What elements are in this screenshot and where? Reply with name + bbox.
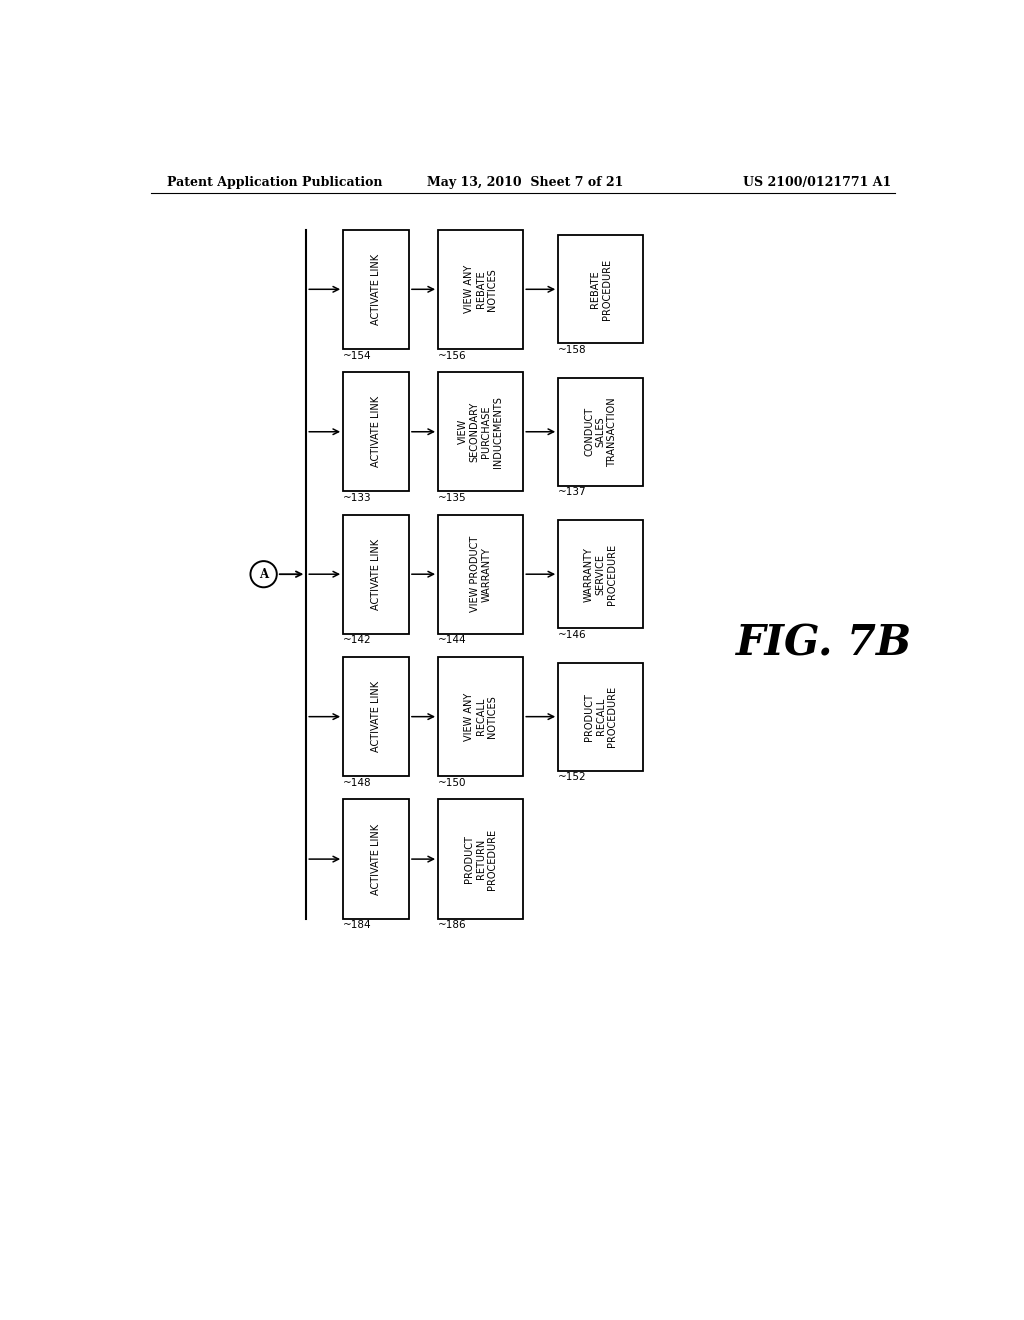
Text: VIEW
SECONDARY
PURCHASE
INDUCEMENTS: VIEW SECONDARY PURCHASE INDUCEMENTS [458,396,503,467]
Text: Patent Application Publication: Patent Application Publication [167,176,382,189]
Text: ACTIVATE LINK: ACTIVATE LINK [371,539,381,610]
Text: ~148: ~148 [343,777,372,788]
Bar [343,230,409,348]
Text: WARRANTY
SERVICE
PROCEDURE: WARRANTY SERVICE PROCEDURE [584,544,617,605]
Text: ACTIVATE LINK: ACTIVATE LINK [371,253,381,325]
Bar [438,515,523,634]
Text: PRODUCT
RETURN
PROCEDURE: PRODUCT RETURN PROCEDURE [464,829,498,890]
Text: ~137: ~137 [558,487,587,498]
Bar [343,657,409,776]
Text: ~142: ~142 [343,635,372,645]
Text: ~158: ~158 [558,345,587,355]
Bar [438,800,523,919]
Text: ~184: ~184 [343,920,372,931]
Text: ~135: ~135 [438,492,467,503]
Bar [438,372,523,491]
Bar [558,378,643,486]
Text: PRODUCT
RECALL
PROCEDURE: PRODUCT RECALL PROCEDURE [584,686,617,747]
Text: US 2100/0121771 A1: US 2100/0121771 A1 [743,176,891,189]
Text: VIEW PRODUCT
WARRANTY: VIEW PRODUCT WARRANTY [470,536,492,612]
Bar [558,520,643,628]
Bar [438,657,523,776]
Text: May 13, 2010  Sheet 7 of 21: May 13, 2010 Sheet 7 of 21 [427,176,623,189]
Text: ~154: ~154 [343,351,372,360]
Bar [343,372,409,491]
Text: ACTIVATE LINK: ACTIVATE LINK [371,824,381,895]
Text: REBATE
PROCEDURE: REBATE PROCEDURE [590,259,611,319]
Bar [558,235,643,343]
Text: ~146: ~146 [558,630,587,640]
Text: ~150: ~150 [438,777,467,788]
Text: ACTIVATE LINK: ACTIVATE LINK [371,396,381,467]
Text: VIEW ANY
RECALL
NOTICES: VIEW ANY RECALL NOTICES [464,693,498,741]
Text: CONDUCT
SALES
TRANSACTION: CONDUCT SALES TRANSACTION [584,397,617,466]
Text: ~156: ~156 [438,351,467,360]
Text: FIG. 7B: FIG. 7B [736,623,912,664]
Bar [438,230,523,348]
Text: ~186: ~186 [438,920,467,931]
Bar [343,515,409,634]
Bar [343,800,409,919]
Text: A: A [259,568,268,581]
Text: ACTIVATE LINK: ACTIVATE LINK [371,681,381,752]
Text: ~133: ~133 [343,492,372,503]
Bar [558,663,643,771]
Text: VIEW ANY
REBATE
NOTICES: VIEW ANY REBATE NOTICES [464,265,498,313]
Text: ~152: ~152 [558,772,587,781]
Text: ~144: ~144 [438,635,467,645]
